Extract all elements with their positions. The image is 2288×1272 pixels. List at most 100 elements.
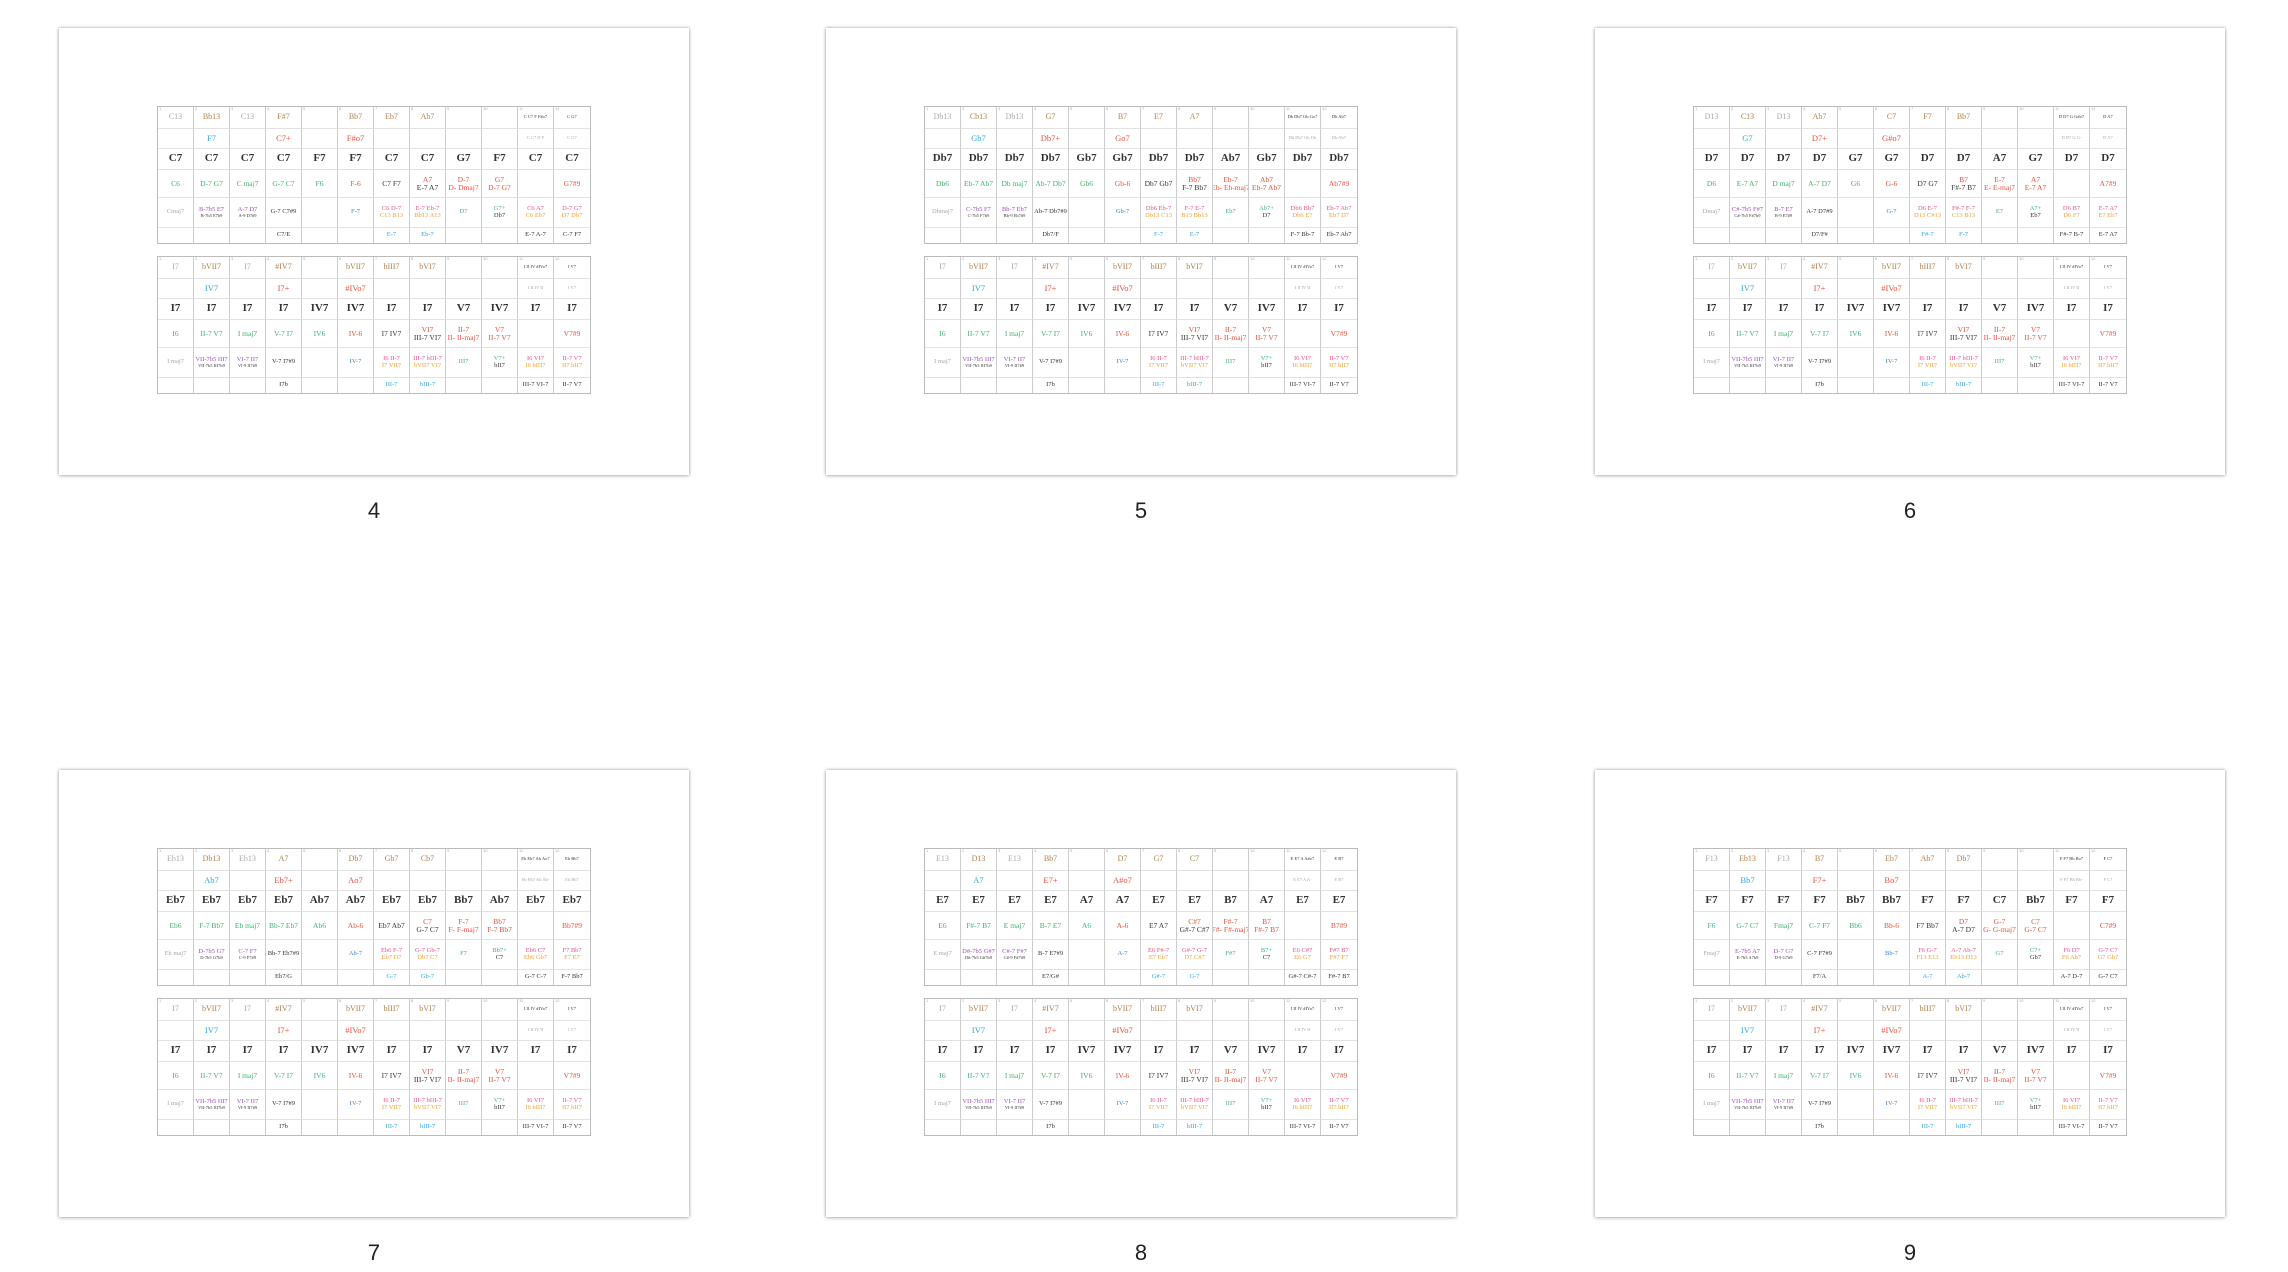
chart-cell-bottom [482,1120,518,1135]
chord-symbol: Bb7 [1846,894,1865,907]
chord-symbol: I6 [172,328,179,338]
column-number: 7 [1911,107,1914,111]
chart-cell-ext: I6 [1694,1062,1730,1090]
chart-cell-main: E7 [1285,891,1321,912]
chord-symbol: Gb7 [1112,152,1133,165]
page-number-label: 7 [367,1240,381,1265]
chart-cell-ext: IV6 [1069,1062,1105,1090]
page-thumbnail[interactable]: 1 F13 2 Eb13 3 F13 4 B7 5 6 Eb7 7 Ab7 8 Db7 9 10 11 F F7 B… [1595,770,2225,1217]
chord-symbol: G#-7 [1151,973,1166,981]
chord-symbol: E6 G7 [1294,953,1311,961]
chart-cell-main: Db7 [1033,149,1069,170]
chart-cell-main: I7 [554,1041,590,1062]
chart-cell-ext: F-7 F- F-maj7 [446,912,482,940]
chart-cell-top: 2 C13 [1730,107,1766,129]
column-number: 3 [1767,849,1770,853]
chord-symbol: E-7 A-7 [525,231,546,239]
chart-cell-bottom [338,378,374,393]
column-number: 9 [447,999,450,1003]
chart-cell-alt: Bb7+ C7 [482,940,518,970]
chord-symbol: I7 [278,302,289,315]
chord-symbol: G-7 [386,973,397,981]
chord-symbol: Go7 [1115,133,1130,144]
column-number: 12 [2091,257,2096,261]
chart-cell-bottom: G-7 C-7 [518,970,554,985]
page-thumbnail[interactable]: 1 Eb13 2 Db13 3 Eb13 4 A7 5 6 Db7 7 Gb7 8 Cb7 9 10 11 Eb E… [59,770,689,1217]
chart-cell-bottom: III-7 [1910,1120,1946,1135]
column-number: 2 [962,849,965,853]
page-thumbnail[interactable]: 1 C13 2 Bb13 3 C13 4 F#7 5 6 Bb7 7 Eb7 8 Ab7 9 10 11 C C7 … [59,28,689,475]
chord-symbol: F7+ [1812,875,1827,886]
chord-symbol: I7 [1189,1044,1200,1057]
chord-symbol: I7 [2103,302,2113,315]
chord-symbol: F#- F#-maj7 [1213,924,1249,934]
column-number: 6 [1875,849,1878,853]
chord-symbol: F6 [1707,920,1716,930]
chart-cell-ext: II-7 V7 [1730,320,1766,348]
chord-symbol: C13 B13 [379,211,404,219]
chord-symbol: Cmaj7 [166,208,185,216]
chart-cell-top: 6 bVII7 [338,257,374,279]
chart-cell-sub [1141,279,1177,299]
chord-symbol: VII-7b5 III7b9 [965,362,992,368]
chord-symbol: V7+ [2029,354,2042,362]
chart-cell-top: 9 [1982,107,2018,129]
chord-symbol: A7 [1189,112,1200,122]
chart-cell-alt: V-7 I7#9 [1033,348,1069,378]
chord-symbol: C7 [1992,894,2007,907]
chart-cell-top: 4 G7 [1033,107,1069,129]
column-number: 7 [1142,107,1145,111]
chart-cell-sub [1766,129,1802,149]
chart-cell-ext: I maj7 [1766,320,1802,348]
chord-symbol: Db7 Gb7 [1144,178,1173,188]
chart-cell-top: 12 F C7 [2090,849,2126,871]
chord-symbol: bVII7 VI7 [413,1103,442,1111]
chart-cell-alt: VI-7 II7 VI-9 II7#9 [1766,1090,1802,1120]
chart-cell-bottom: C-7 F7 [554,228,590,243]
chord-symbol: F13 [1777,854,1790,864]
chart-cell-top: 11 E E7 A A#o7 [1285,849,1321,871]
chart-cell-bottom: F7/A [1802,970,1838,985]
chart-cell-ext: I maj7 [1766,1062,1802,1090]
chord-symbol: Bb7 [454,894,473,907]
chord-symbol: Ab-7 Db7 [1035,178,1066,188]
chart-cell-bottom: Db7/F [1033,228,1069,243]
column-number: 5 [1839,999,1842,1003]
chart-cell-bottom [1838,1120,1874,1135]
column-number: 5 [1070,849,1073,853]
chord-symbol: F7 [493,152,506,165]
chord-symbol: I6 [1708,1070,1715,1080]
chart-cell-alt: I maj7 [1694,1090,1730,1120]
chord-symbol: I7 [170,302,181,315]
chart-cell-top: 6 Db7 [338,849,374,871]
chart-cell-top: 6 bVII7 [1874,257,1910,279]
chord-symbol: C7 [495,953,504,961]
chart-cell-bottom: Gb-7 [410,970,446,985]
chord-symbol: II- II-maj7 [447,1074,480,1084]
column-number: 8 [1947,999,1950,1003]
chord-symbol: II-7 V7 [1329,381,1349,389]
chart-cell-bottom [1213,228,1249,243]
chord-symbol: IV7 [1113,302,1132,315]
chart-cell-sub [1694,1021,1730,1041]
chord-symbol: I6 [1708,328,1715,338]
chart-cell-bottom [194,228,230,243]
chart-cell-bottom: II-7 V7 [1321,378,1357,393]
chord-symbol: III7 [1994,358,2005,366]
chart-cell-bottom [1694,378,1730,393]
chart-cell-bottom [2018,228,2054,243]
chord-symbol: II7 bII7 [1328,1103,1350,1111]
page-thumbnail[interactable]: 1 D13 2 C13 3 D13 4 Ab7 5 6 C7 7 F7 8 Bb7 9 10 11 D D7 G G… [1595,28,2225,475]
chord-symbol: Eb7 [385,112,398,122]
column-number: 7 [1142,849,1145,853]
column-number: 2 [195,107,198,111]
page-thumbnail[interactable]: 1 Db13 2 Cb13 3 Db13 4 G7 5 6 B7 7 E7 8 A7 9 10 11 Db Db7 … [826,28,1456,475]
chart-cell-main: I7 [194,299,230,320]
chord-symbol: G7 [494,174,505,184]
page-thumbnail[interactable]: 1 E13 2 D13 3 E13 4 Bb7 5 6 D7 7 G7 8 C7 9 10 11 E E7 A A#… [826,770,1456,1217]
chart-cell-alt: Cmaj7 [158,198,194,228]
chord-symbol: bIII-7 [419,381,436,389]
chord-symbol: Bb7 [348,112,363,122]
chart-cell-bottom: Ab-7 [1946,970,1982,985]
chart-cell-main: G7 [1838,149,1874,170]
